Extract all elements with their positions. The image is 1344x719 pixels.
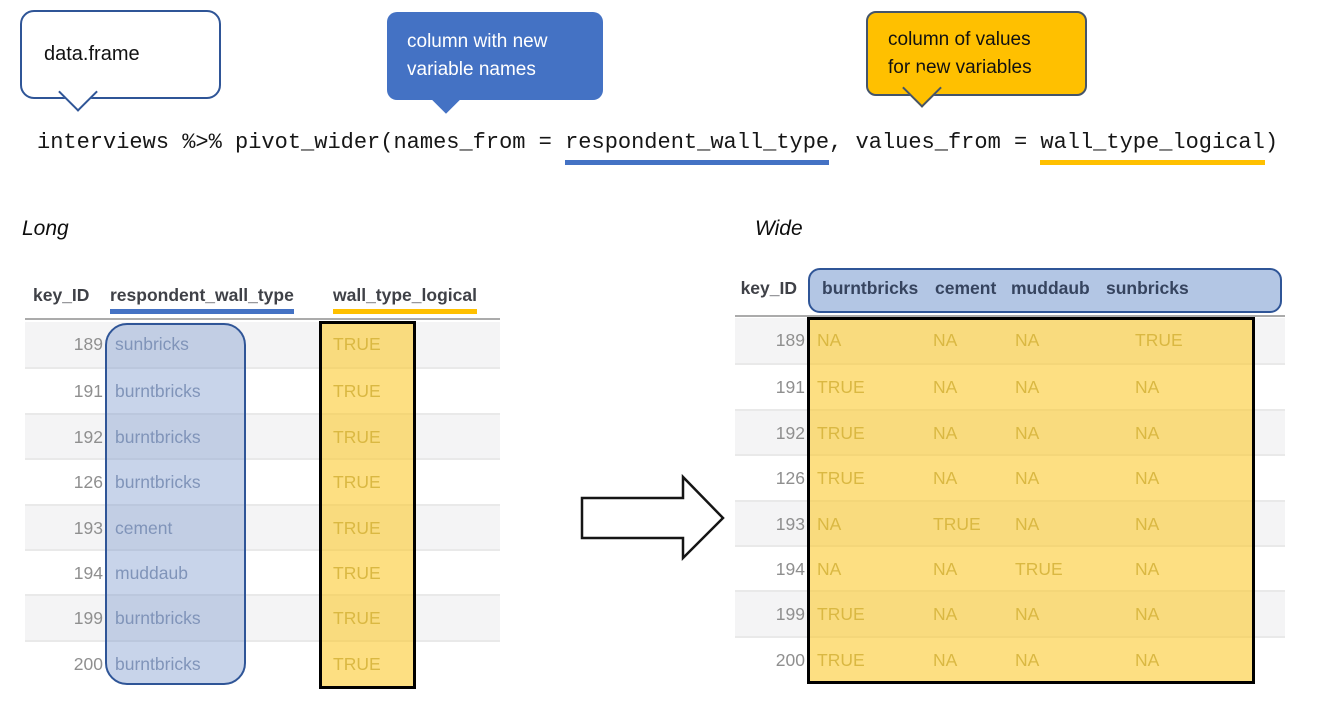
cell-wall-type: burntbricks — [115, 426, 201, 447]
values-column-highlight — [319, 321, 416, 689]
table-row: 199 burntbricks TRUE — [25, 594, 500, 640]
cell-wall-type: cement — [115, 517, 173, 538]
cell-key: 193 — [775, 513, 805, 534]
cell-key: 200 — [73, 653, 103, 674]
long-table-rows: 189 sunbricks TRUE 191 burntbricks TRUE … — [25, 322, 500, 686]
wide-header-muddaub: muddaub — [1011, 278, 1090, 298]
wide-header-key-id: key_ID — [740, 278, 797, 298]
names-column-highlight — [105, 323, 246, 685]
right-arrow-icon — [580, 473, 725, 562]
wide-header-sunbricks: sunbricks — [1106, 278, 1189, 298]
cell-wall-type: burntbricks — [115, 472, 201, 493]
table-row: 191 burntbricks TRUE — [25, 367, 500, 413]
long-header-wall-type-logical: wall_type_logical — [333, 285, 477, 314]
long-header-divider — [25, 318, 500, 320]
values-area-highlight — [807, 317, 1255, 684]
cell-key: 192 — [775, 422, 805, 443]
wide-table: key_ID burntbricks cement muddaub sunbri… — [735, 265, 1285, 685]
table-row: 200 burntbricks TRUE — [25, 639, 500, 686]
table-row: 194 muddaub TRUE — [25, 548, 500, 595]
cell-wall-type: sunbricks — [115, 334, 189, 354]
new-columns-highlight — [808, 268, 1282, 313]
table-row: 193 cement TRUE — [25, 503, 500, 549]
cell-key: 191 — [73, 381, 103, 402]
cell-key: 199 — [73, 608, 103, 629]
wide-header-burntbricks: burntbricks — [822, 278, 919, 298]
callout-names-from-line2: variable names — [407, 59, 536, 80]
cell-key: 191 — [775, 377, 805, 398]
cell-key: 194 — [775, 558, 805, 579]
table-row: 189 sunbricks TRUE — [25, 322, 500, 368]
long-table: key_ID respondent_wall_type wall_type_lo… — [25, 283, 500, 695]
code-values-from-arg: wall_type_logical — [1040, 130, 1265, 165]
long-header-key-id: key_ID — [33, 285, 90, 305]
code-names-from-arg: respondent_wall_type — [565, 130, 830, 165]
wide-header-cement: cement — [935, 278, 997, 298]
long-header-respondent-wall-type: respondent_wall_type — [110, 285, 294, 314]
callout-values-from: column of values for new variables — [866, 11, 1087, 96]
long-section-label: Long — [22, 217, 69, 240]
callout-values-from-line1: column of values — [888, 28, 1031, 50]
wide-section-label: Wide — [755, 217, 803, 240]
callout-dataframe: data.frame — [20, 10, 221, 99]
table-row: 192 burntbricks TRUE — [25, 412, 500, 459]
code-segment-1: interviews %>% pivot_wider(names_from = — [37, 130, 566, 155]
cell-wall-type: burntbricks — [115, 653, 201, 674]
cell-key: 200 — [775, 649, 805, 670]
code-line: interviews %>% pivot_wider(names_from = … — [37, 130, 1279, 165]
cell-key: 194 — [73, 562, 103, 583]
table-row: 126 burntbricks TRUE — [25, 458, 500, 504]
code-segment-2: , values_from = — [829, 130, 1041, 155]
cell-key: 126 — [73, 472, 103, 493]
callout-names-from-line1: column with new — [407, 31, 548, 52]
wide-header-divider — [735, 315, 1285, 317]
cell-key: 193 — [73, 517, 103, 538]
callout-dataframe-text: data.frame — [44, 43, 140, 65]
cell-key: 192 — [73, 426, 103, 447]
code-segment-3: ) — [1264, 130, 1279, 155]
cell-key: 189 — [73, 334, 103, 354]
cell-key: 126 — [775, 468, 805, 489]
cell-wall-type: muddaub — [115, 562, 188, 583]
cell-key: 189 — [775, 330, 805, 350]
cell-key: 199 — [775, 604, 805, 625]
callout-names-from: column with new variable names — [387, 12, 603, 100]
cell-wall-type: burntbricks — [115, 608, 201, 629]
cell-wall-type: burntbricks — [115, 381, 201, 402]
